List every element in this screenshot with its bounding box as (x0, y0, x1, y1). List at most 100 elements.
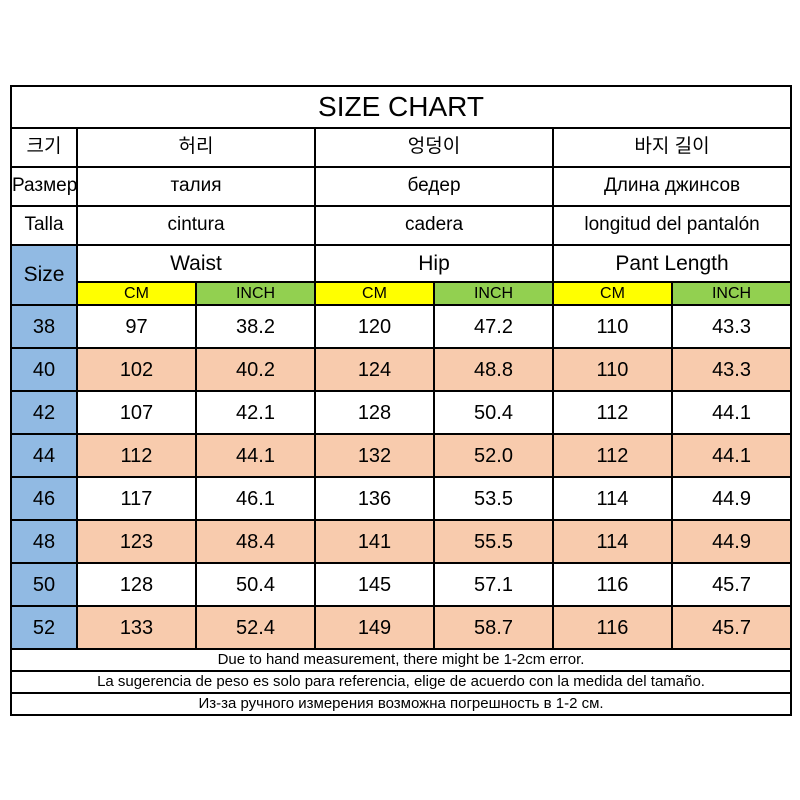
hip-cm-value: 145 (314, 562, 435, 607)
waist-cm-header: CM (76, 281, 197, 306)
pant-inch-value: 44.1 (670, 433, 793, 478)
hip-inch-value: 47.2 (433, 304, 554, 349)
note-spanish: La sugerencia de peso es solo para refer… (9, 670, 793, 694)
note-row-spanish: La sugerencia de peso es solo para refer… (9, 670, 793, 694)
hip-column-header: Hip (314, 244, 554, 283)
waist-cm-value: 123 (76, 519, 197, 564)
page-title: SIZE CHART (9, 85, 793, 129)
pant-cm-value: 114 (552, 519, 673, 564)
hip-inch-header: INCH (433, 281, 554, 306)
size-label-spanish: Talla (10, 205, 78, 246)
waist-cm-value: 97 (76, 304, 197, 349)
waist-cm-value: 112 (76, 433, 197, 478)
unit-header-row: CM INCH CM INCH CM INCH (11, 281, 793, 306)
waist-inch-value: 42.1 (195, 390, 316, 435)
size-row-44: 44 112 44.1 132 52.0 112 44.1 (10, 433, 793, 478)
waist-cm-value: 107 (76, 390, 197, 435)
hip-inch-value: 55.5 (433, 519, 554, 564)
size-value: 48 (10, 519, 78, 564)
hip-cm-value: 128 (314, 390, 435, 435)
pant-length-column-header: Pant Length (551, 244, 793, 283)
hip-label-korean: 엉덩이 (314, 127, 554, 168)
size-row-52: 52 133 52.4 149 58.7 116 45.7 (10, 605, 793, 650)
pant-length-label-korean: 바지 길이 (551, 127, 793, 168)
size-value: 50 (10, 562, 78, 607)
hip-cm-value: 136 (314, 476, 435, 521)
waist-inch-value: 46.1 (195, 476, 316, 521)
size-data-rows: 38 97 38.2 120 47.2 110 43.3 40 102 40.2 124 48.8 11… (10, 304, 793, 650)
waist-inch-value: 44.1 (195, 433, 316, 478)
waist-cm-value: 117 (76, 476, 197, 521)
pant-cm-value: 110 (552, 304, 673, 349)
waist-label-spanish: cintura (76, 205, 316, 246)
header-row-russian: Размер талия бедер Длина джинсов (10, 166, 793, 207)
pant-length-label-russian: Длина джинсов (551, 166, 793, 207)
waist-cm-value: 128 (76, 562, 197, 607)
header-row-english: Size Waist Hip Pant Length (10, 244, 793, 306)
note-russian: Из-за ручного измерения возможна погрешн… (9, 692, 793, 716)
pant-cm-header: CM (552, 281, 673, 306)
waist-inch-value: 52.4 (195, 605, 316, 650)
hip-inch-value: 53.5 (433, 476, 554, 521)
waist-inch-value: 50.4 (195, 562, 316, 607)
waist-inch-value: 38.2 (195, 304, 316, 349)
pant-cm-value: 112 (552, 433, 673, 478)
pant-inch-value: 43.3 (670, 347, 793, 392)
waist-label-russian: талия (76, 166, 316, 207)
hip-cm-value: 132 (314, 433, 435, 478)
hip-label-spanish: cadera (314, 205, 554, 246)
size-value: 46 (10, 476, 78, 521)
hip-cm-value: 124 (314, 347, 435, 392)
size-row-46: 46 117 46.1 136 53.5 114 44.9 (10, 476, 793, 521)
waist-cm-value: 102 (76, 347, 197, 392)
pant-cm-value: 116 (552, 605, 673, 650)
size-value: 40 (10, 347, 78, 392)
size-row-50: 50 128 50.4 145 57.1 116 45.7 (10, 562, 793, 607)
hip-cm-value: 141 (314, 519, 435, 564)
pant-inch-value: 43.3 (670, 304, 793, 349)
pant-cm-value: 112 (552, 390, 673, 435)
pant-inch-value: 44.9 (670, 476, 793, 521)
size-column-header: Size (10, 244, 78, 306)
hip-cm-value: 120 (314, 304, 435, 349)
size-chart-container: SIZE CHART 크기 허리 엉덩이 바지 길이 Размер талия … (9, 85, 793, 716)
pant-inch-header: INCH (670, 281, 793, 306)
waist-inch-value: 48.4 (195, 519, 316, 564)
size-label-russian: Размер (10, 166, 78, 207)
hip-inch-value: 50.4 (433, 390, 554, 435)
waist-label-korean: 허리 (76, 127, 316, 168)
waist-inch-header: INCH (195, 281, 316, 306)
hip-label-russian: бедер (314, 166, 554, 207)
size-value: 42 (10, 390, 78, 435)
size-row-42: 42 107 42.1 128 50.4 112 44.1 (10, 390, 793, 435)
size-row-48: 48 123 48.4 141 55.5 114 44.9 (10, 519, 793, 564)
size-value: 44 (10, 433, 78, 478)
size-value: 52 (10, 605, 78, 650)
pant-inch-value: 44.1 (670, 390, 793, 435)
header-row-korean: 크기 허리 엉덩이 바지 길이 (10, 127, 793, 168)
hip-inch-value: 52.0 (433, 433, 554, 478)
waist-cm-value: 133 (76, 605, 197, 650)
header-row-spanish: Talla cintura cadera longitud del pantal… (10, 205, 793, 246)
hip-inch-value: 58.7 (433, 605, 554, 650)
note-english: Due to hand measurement, there might be … (9, 648, 793, 672)
note-row-russian: Из-за ручного измерения возможна погрешн… (9, 692, 793, 716)
size-value: 38 (10, 304, 78, 349)
pant-cm-value: 114 (552, 476, 673, 521)
hip-cm-header: CM (314, 281, 435, 306)
size-label-korean: 크기 (10, 127, 78, 168)
title-row: SIZE CHART (9, 85, 793, 129)
pant-inch-value: 44.9 (670, 519, 793, 564)
pant-inch-value: 45.7 (670, 605, 793, 650)
pant-inch-value: 45.7 (670, 562, 793, 607)
size-row-40: 40 102 40.2 124 48.8 110 43.3 (10, 347, 793, 392)
hip-inch-value: 48.8 (433, 347, 554, 392)
waist-column-header: Waist (76, 244, 316, 283)
hip-inch-value: 57.1 (433, 562, 554, 607)
size-chart-table: SIZE CHART 크기 허리 엉덩이 바지 길이 Размер талия … (9, 85, 793, 716)
note-row-english: Due to hand measurement, there might be … (9, 648, 793, 672)
waist-inch-value: 40.2 (195, 347, 316, 392)
size-row-38: 38 97 38.2 120 47.2 110 43.3 (10, 304, 793, 349)
hip-cm-value: 149 (314, 605, 435, 650)
pant-cm-value: 116 (552, 562, 673, 607)
